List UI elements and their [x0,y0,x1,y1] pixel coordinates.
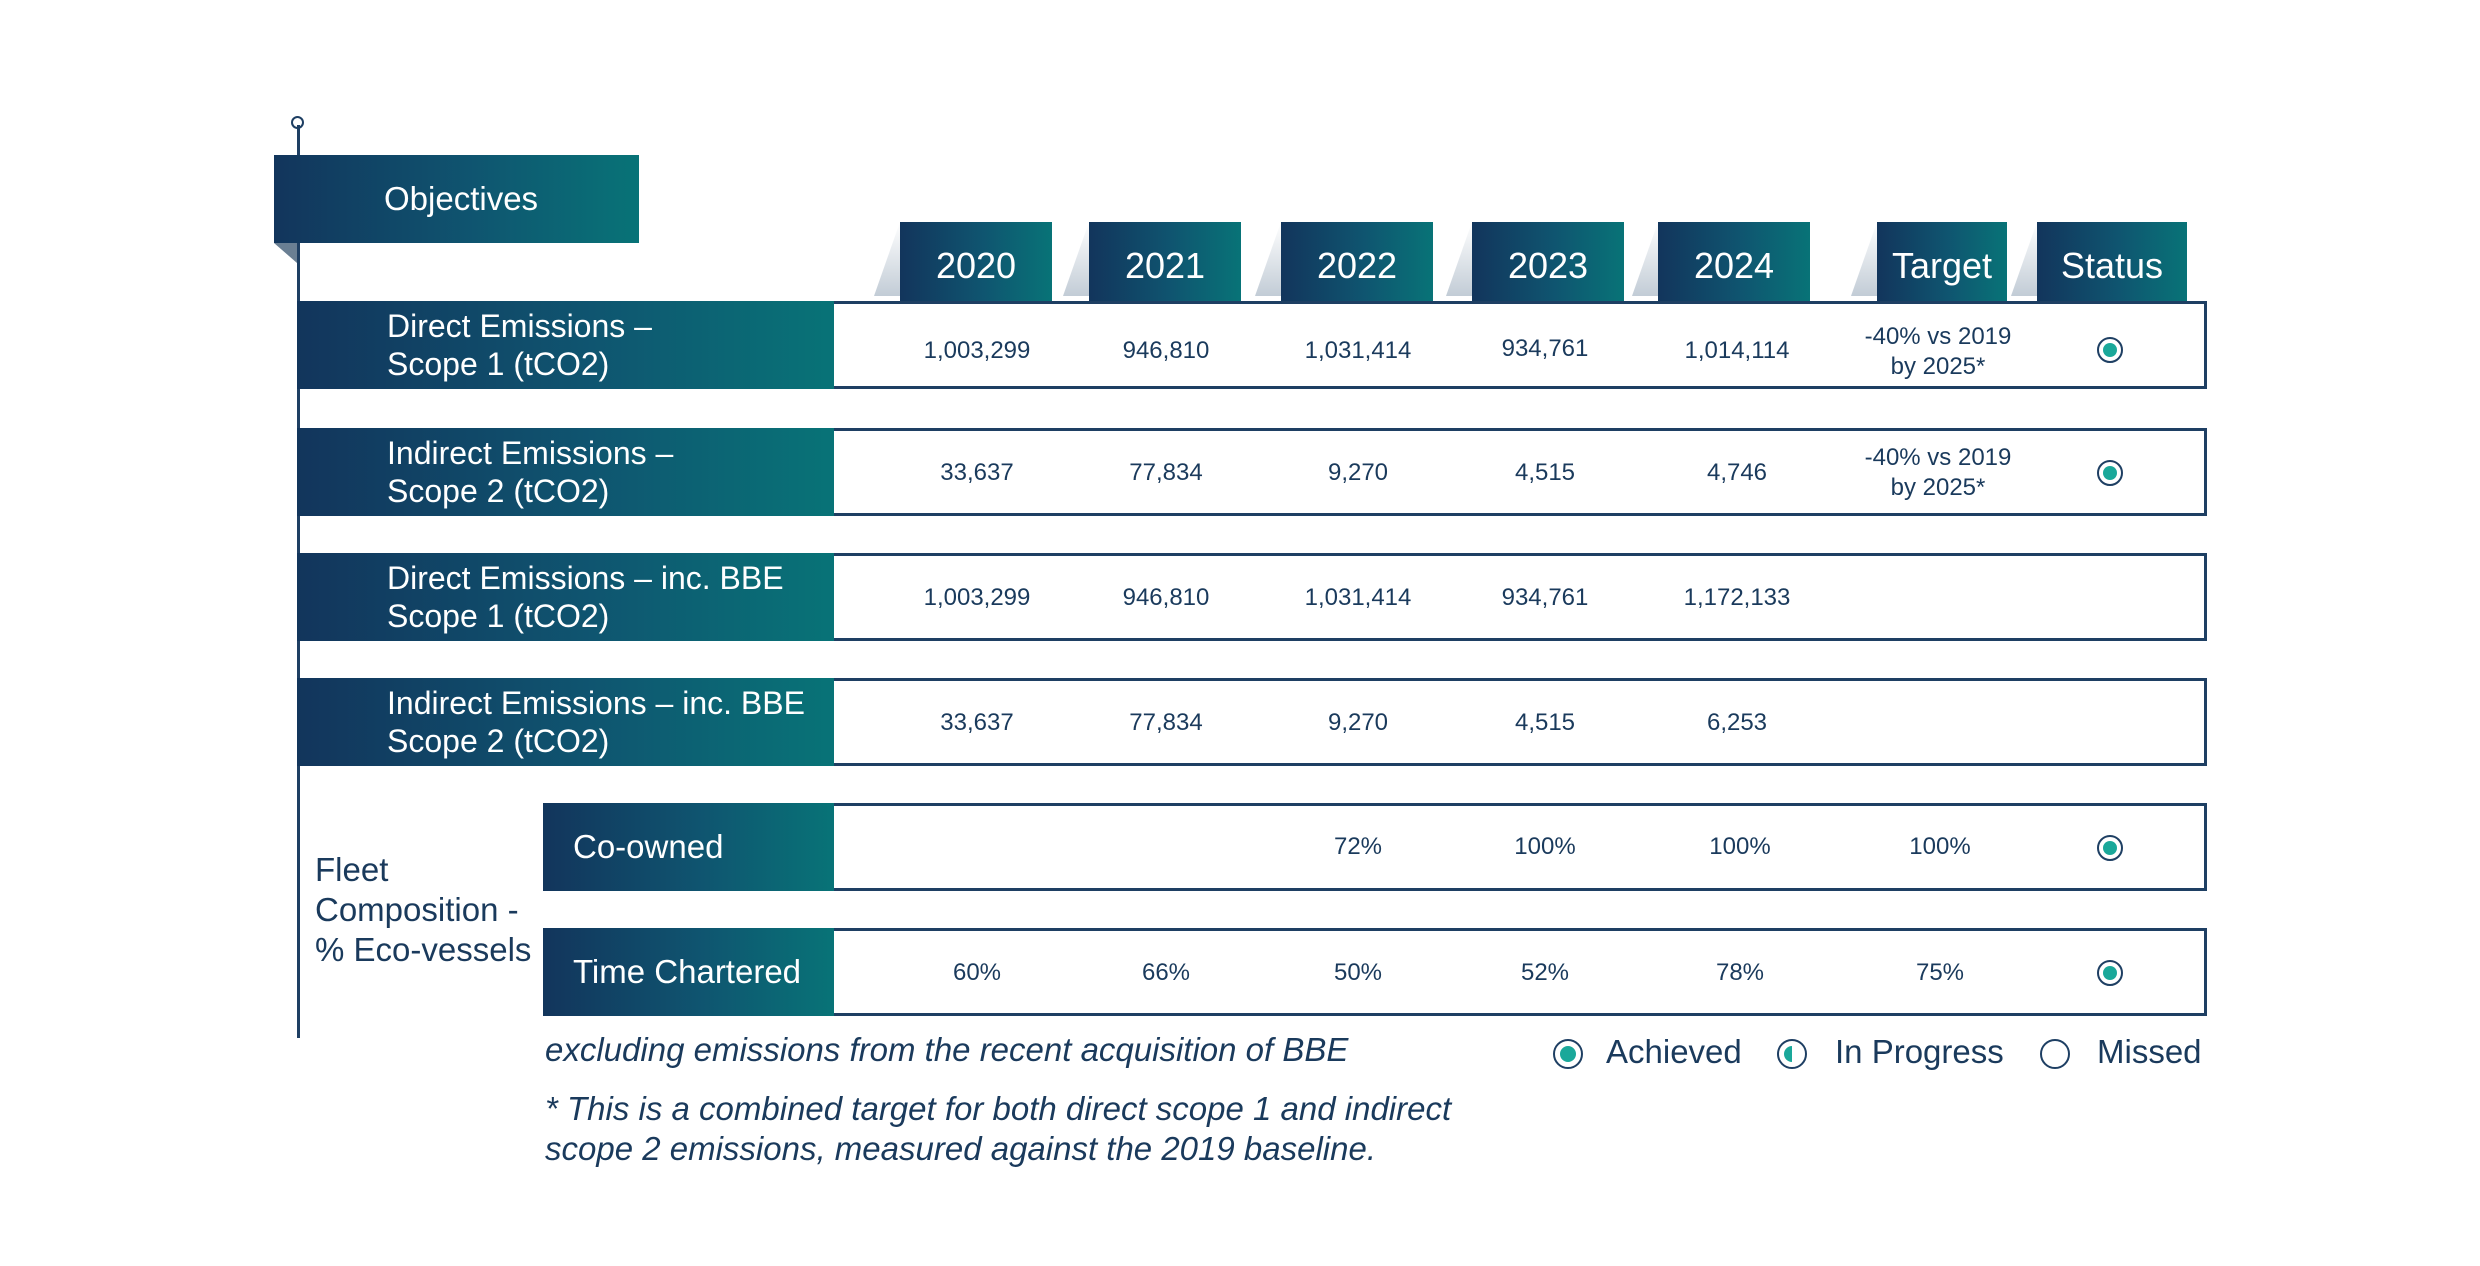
status-achieved-icon [2097,960,2123,986]
status-achieved-icon [2097,460,2123,486]
target-value: 75% [1915,959,1965,986]
column-header-2022: 2022 [1281,222,1433,310]
row-label: Co-owned [543,803,834,891]
cell-value: 4,515 [1514,709,1576,736]
target-value: 100% [1909,833,1971,860]
footnote: * This is a combined target for both dir… [545,1090,1452,1167]
cell-value: 72% [1333,833,1383,860]
target-value: -40% vs 2019 by 2025* [1864,323,2012,380]
objectives-tab-fold [274,243,297,263]
column-header-2023: 2023 [1472,222,1624,310]
column-header-2024: 2024 [1658,222,1810,310]
cell-value: 100% [1514,833,1576,860]
cell-value: 9,270 [1327,459,1389,486]
row-label: Direct Emissions – inc. BBE Scope 1 (tCO… [297,553,834,641]
column-header-fold [1632,222,1658,296]
cell-value: 9,270 [1327,709,1389,736]
cell-value: 33,637 [940,709,1014,736]
objectives-tab: Objectives [274,155,639,243]
target-value: -40% vs 2019 by 2025* [1864,444,2012,501]
legend-in-progress-label: In Progress [1835,1033,2004,1070]
legend-achieved-label: Achieved [1606,1033,1742,1070]
cell-value: 1,031,414 [1304,584,1412,611]
row-label: Indirect Emissions – inc. BBE Scope 2 (t… [297,678,834,766]
column-header-status: Status [2037,222,2187,310]
note-excluding-bbe: excluding emissions from the recent acqu… [545,1031,1349,1068]
column-header-fold [874,222,900,296]
cell-value: 1,003,299 [923,337,1031,364]
cell-value: 1,014,114 [1684,337,1790,364]
cell-value: 77,834 [1129,709,1203,736]
cell-value: 934,761 [1501,335,1589,362]
cell-value: 6,253 [1706,709,1768,736]
cell-value: 50% [1333,959,1383,986]
legend-missed-label: Missed [2097,1033,2202,1070]
cell-value: 77,834 [1129,459,1203,486]
column-header-fold [1851,222,1877,296]
cell-value: 946,810 [1122,337,1210,364]
status-achieved-icon [2097,835,2123,861]
cell-value: 78% [1715,959,1765,986]
column-header-fold [1255,222,1281,296]
cell-value: 33,637 [940,459,1014,486]
cell-value: 60% [952,959,1002,986]
row-label: Time Chartered [543,928,834,1016]
cell-value: 52% [1520,959,1570,986]
cell-value: 946,810 [1122,584,1210,611]
column-header-fold [2011,222,2037,296]
column-header-2021: 2021 [1089,222,1241,310]
legend-in-progress-icon [1777,1039,1807,1069]
cell-value: 1,003,299 [923,584,1031,611]
status-achieved-icon [2097,337,2123,363]
cell-value: 100% [1709,833,1771,860]
cell-value: 1,031,414 [1304,337,1412,364]
column-header-2020: 2020 [900,222,1052,310]
column-header-fold [1446,222,1472,296]
cell-value: 66% [1141,959,1191,986]
column-header-target: Target [1877,222,2007,310]
cell-value: 4,746 [1706,459,1768,486]
cell-value: 934,761 [1501,584,1589,611]
fleet-composition-label: Fleet Composition - % Eco-vessels [315,851,532,968]
legend-achieved-icon [1553,1039,1583,1069]
cell-value: 4,515 [1514,459,1576,486]
column-header-fold [1063,222,1089,296]
objectives-label: Objectives [384,180,539,217]
row-label: Direct Emissions – Scope 1 (tCO2) [297,301,834,389]
row-label: Indirect Emissions – Scope 2 (tCO2) [297,428,834,516]
legend-missed-icon [2040,1039,2070,1069]
cell-value: 1,172,133 [1683,584,1791,611]
